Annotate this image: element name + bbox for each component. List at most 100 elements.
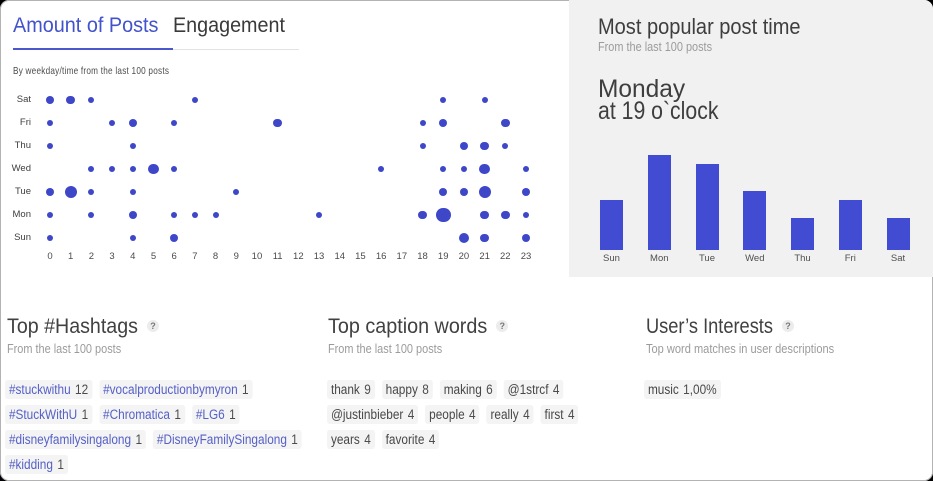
scatter-dot	[502, 142, 509, 149]
scatter-hour-label: 15	[355, 251, 366, 263]
weekday-bar	[743, 191, 767, 250]
scatter-dot	[88, 165, 95, 172]
popular-time-hour: at 19 o`clock	[598, 97, 719, 125]
pill-count: 4	[469, 406, 476, 422]
scatter-dot	[480, 233, 489, 243]
scatter-hour-label: 3	[109, 251, 115, 263]
weekday-bar	[600, 200, 623, 250]
scatter-dot	[191, 97, 198, 104]
pill-word: thank	[330, 381, 360, 397]
hashtag-pill[interactable]: #Chromatica 1	[99, 404, 185, 424]
scatter-dot	[479, 163, 490, 175]
scatter-hour-label: 17	[396, 251, 408, 263]
scatter-hour-label: 21	[479, 251, 490, 263]
pill-count: 9	[364, 381, 371, 397]
scatter-dot	[128, 210, 138, 220]
scatter-dot	[440, 97, 447, 104]
scatter-hour-label: 0	[47, 251, 53, 263]
pill-count: 4	[567, 406, 575, 422]
scatter-dot	[47, 120, 54, 127]
word-pill: favorite 4	[381, 429, 440, 449]
section-title-captions: Top caption words?	[328, 315, 509, 338]
pill-row: years 4 favorite 4	[327, 429, 440, 449]
word-pill: @justinbieber 4	[327, 404, 419, 424]
hashtag-pill[interactable]: #disneyfamilysingalong 1	[5, 429, 146, 449]
hashtag-pill[interactable]: #stuckwithu 12	[5, 379, 93, 399]
section-subtitle-hashtags: From the last 100 posts	[7, 341, 122, 356]
pill-word: favorite	[385, 431, 425, 447]
scatter-dot	[128, 118, 138, 128]
scatter-day-label: Thu	[14, 140, 31, 151]
scatter-dot	[418, 210, 427, 220]
scatter-day-label: Sat	[16, 94, 31, 105]
tabs-baseline	[173, 49, 299, 50]
weekday-bar-label: Sun	[603, 253, 620, 264]
section-title-hashtags: Top #Hashtags?	[7, 313, 160, 338]
word-pill: thank 9	[327, 379, 375, 399]
pill-row: #disneyfamilysingalong 1 #DisneyFamilySing…	[5, 429, 302, 449]
pill-count: 4	[364, 431, 371, 447]
pill-row: #kidding 1	[5, 454, 68, 474]
hashtag-pill[interactable]: #kidding 1	[5, 454, 68, 474]
word-pill: people 4	[425, 404, 480, 424]
pill-count: 1	[57, 456, 64, 472]
pill-count: 4	[407, 406, 415, 422]
weekday-bar-label: Fri	[844, 253, 856, 264]
help-icon[interactable]: ?	[147, 320, 160, 333]
pill-count: 12	[75, 381, 89, 397]
weekday-bar	[838, 200, 862, 250]
scatter-dot	[88, 97, 95, 104]
weekday-bar-label: Wed	[745, 253, 765, 264]
scatter-day-label: Wed	[11, 163, 31, 174]
scatter-dot	[109, 120, 116, 127]
help-icon[interactable]: ?	[496, 320, 509, 333]
scatter-dot	[521, 187, 531, 197]
scatter-hour-label: 16	[375, 251, 387, 263]
scatter-dot	[129, 165, 136, 172]
scatter-day-label: Tue	[14, 186, 31, 197]
pill-count: 1	[174, 406, 181, 422]
word-pill: really 4	[486, 404, 534, 424]
scatter-dot	[523, 211, 530, 218]
scatter-chart-note: By weekday/time from the last 100 posts	[13, 65, 170, 77]
scatter-dot	[45, 187, 55, 197]
pill-word: music	[647, 381, 679, 397]
scatter-dot	[378, 165, 385, 172]
scatter-dot	[419, 120, 426, 127]
hashtag-pill[interactable]: #StuckWithU 1	[5, 404, 93, 424]
pill-word: #stuckwithu	[8, 381, 71, 397]
scatter-hour-label: 12	[293, 251, 304, 263]
scatter-hour-label: 7	[192, 251, 198, 263]
word-pill: years 4	[327, 429, 375, 449]
scatter-hour-label: 1	[68, 251, 74, 263]
pill-row: thank 9 happy 8 making 6 @1strcf 4	[327, 379, 564, 399]
scatter-dot	[521, 233, 531, 243]
pill-count: 1,00%	[683, 381, 717, 397]
help-icon[interactable]: ?	[781, 320, 794, 333]
pill-row: music 1,00%	[644, 379, 721, 399]
weekday-bar	[791, 218, 814, 250]
section-title-text: Top #Hashtags	[7, 313, 138, 338]
word-pill: happy 8	[381, 379, 433, 399]
hashtag-pill[interactable]: #DisneyFamilySingalong 1	[152, 429, 302, 449]
pill-word: @1strcf	[507, 381, 549, 397]
pill-count: 4	[428, 431, 436, 447]
pill-count: 1	[291, 431, 298, 447]
scatter-dot	[88, 188, 95, 195]
hashtag-pill[interactable]: #LG6 1	[191, 404, 240, 424]
pill-word: @justinbieber	[330, 406, 404, 422]
scatter-hour-label: 5	[150, 251, 157, 263]
scatter-dot	[233, 188, 240, 195]
hashtag-pill[interactable]: #vocalproductionbymyron 1	[99, 379, 253, 399]
scatter-dot	[458, 232, 470, 244]
word-pill: music 1,00%	[644, 379, 721, 399]
scatter-hour-label: 10	[251, 251, 263, 263]
scatter-hour-label: 20	[458, 251, 470, 263]
tab-engagement[interactable]: Engagement	[173, 14, 285, 37]
tab-amount-of-posts[interactable]: Amount of Posts	[13, 14, 159, 37]
scatter-dot	[435, 207, 451, 223]
scatter-hour-label: 23	[520, 251, 532, 263]
scatter-dot	[171, 120, 178, 127]
